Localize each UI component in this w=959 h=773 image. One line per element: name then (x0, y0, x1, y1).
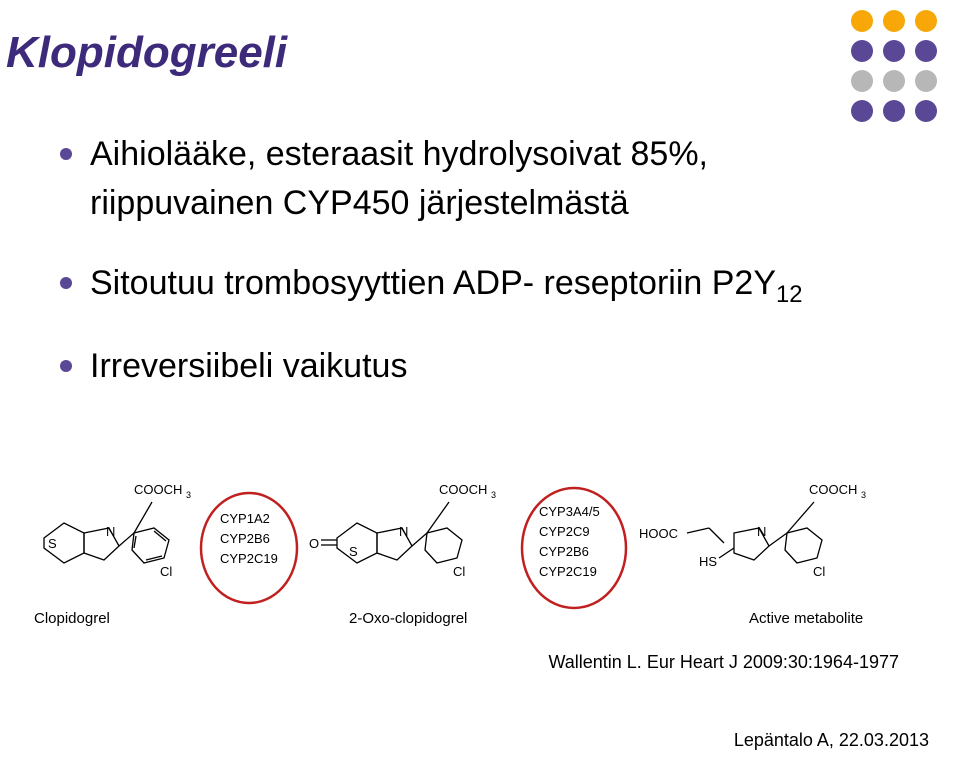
svg-text:CYP2C19: CYP2C19 (539, 564, 597, 579)
bullet-dot-icon (60, 360, 72, 372)
svg-text:3: 3 (861, 490, 866, 500)
citation-text: Wallentin L. Eur Heart J 2009:30:1964-19… (548, 652, 899, 673)
svg-text:CYP3A4/5: CYP3A4/5 (539, 504, 600, 519)
bullet-item: Aihiolääke, esteraasit hydrolysoivat 85%… (60, 130, 880, 229)
svg-text:Cl: Cl (160, 564, 172, 579)
corner-dot (915, 10, 937, 32)
compound-label: Active metabolite (749, 610, 863, 627)
bullet-text: Aihiolääke, esteraasit hydrolysoivat 85%… (90, 130, 880, 229)
svg-text:3: 3 (186, 490, 191, 500)
corner-dot (883, 70, 905, 92)
corner-dot-grid (851, 10, 941, 126)
svg-text:COOCH: COOCH (809, 482, 857, 497)
corner-dot (915, 40, 937, 62)
bullet-dot-icon (60, 148, 72, 160)
chemistry-diagram: COOCH 3 S N Cl Clopidogrel CYP1A2 CYP2B6… (14, 478, 944, 648)
compound-label: 2-Oxo-clopidogrel (349, 610, 467, 627)
corner-dot (883, 10, 905, 32)
subscript: 12 (776, 280, 802, 307)
corner-dot (883, 40, 905, 62)
bullet-dot-icon (60, 277, 72, 289)
svg-text:HOOC: HOOC (639, 526, 678, 541)
footer-text: Lepäntalo A, 22.03.2013 (734, 730, 929, 751)
corner-dot (915, 70, 937, 92)
label-cooch3: COOCH (134, 482, 182, 497)
svg-text:N: N (399, 524, 408, 539)
svg-text:HS: HS (699, 554, 717, 569)
compound-label: Clopidogrel (34, 610, 110, 627)
corner-dot (851, 100, 873, 122)
svg-text:Cl: Cl (813, 564, 825, 579)
bullet-text: Sitoutuu trombosyyttien ADP- reseptoriin… (90, 259, 802, 312)
svg-text:S: S (48, 536, 57, 551)
svg-text:CYP2B6: CYP2B6 (220, 531, 270, 546)
corner-dot (851, 40, 873, 62)
svg-text:CYP2C9: CYP2C9 (539, 524, 590, 539)
corner-dot (883, 100, 905, 122)
svg-text:CYP2B6: CYP2B6 (539, 544, 589, 559)
bullet-list: Aihiolääke, esteraasit hydrolysoivat 85%… (60, 130, 880, 421)
svg-text:3: 3 (491, 490, 496, 500)
svg-text:CYP2C19: CYP2C19 (220, 551, 278, 566)
slide-title: Klopidogreeli (6, 28, 287, 78)
bullet-text: Irreversiibeli vaikutus (90, 342, 407, 391)
svg-text:N: N (106, 524, 115, 539)
svg-text:CYP1A2: CYP1A2 (220, 511, 270, 526)
svg-text:COOCH: COOCH (439, 482, 487, 497)
svg-text:S: S (349, 544, 358, 559)
corner-dot (851, 70, 873, 92)
svg-text:Cl: Cl (453, 564, 465, 579)
svg-text:O: O (309, 536, 319, 551)
enzyme-ellipse (201, 493, 297, 603)
corner-dot (851, 10, 873, 32)
bullet-item: Sitoutuu trombosyyttien ADP- reseptoriin… (60, 259, 880, 312)
corner-dot (915, 100, 937, 122)
bullet-text-part: Sitoutuu trombosyyttien ADP- reseptoriin… (90, 264, 776, 302)
svg-text:N: N (757, 524, 766, 539)
bullet-item: Irreversiibeli vaikutus (60, 342, 880, 391)
